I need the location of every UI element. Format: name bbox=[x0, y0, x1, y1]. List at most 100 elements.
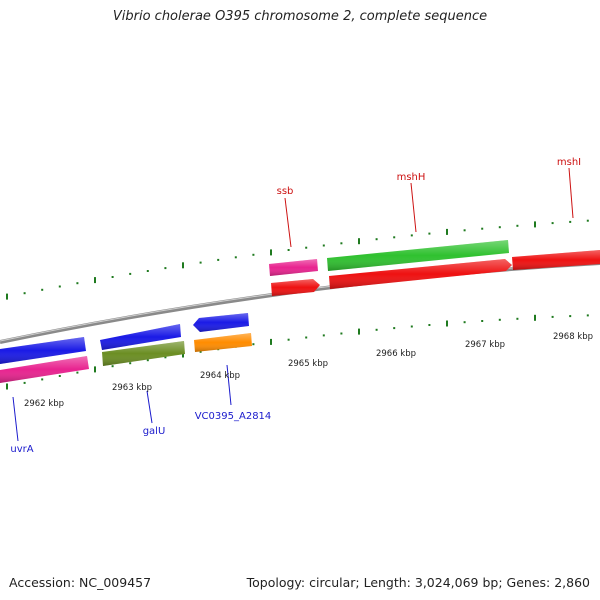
upper-strand-features bbox=[269, 240, 600, 296]
upper-scale-tick bbox=[586, 219, 589, 222]
upper-scale-tick bbox=[498, 226, 501, 229]
gene-label-mshH[interactable]: mshH bbox=[397, 172, 426, 183]
lower-scale-tick bbox=[94, 366, 96, 373]
upper-scale-tick bbox=[270, 249, 272, 256]
lower-scale-tick bbox=[270, 338, 272, 345]
lower-scale-tick bbox=[58, 375, 61, 377]
upper-scale-tick bbox=[463, 229, 466, 232]
lower-scale-tick bbox=[129, 362, 132, 365]
gene-label-galU[interactable]: galU bbox=[143, 426, 166, 437]
scale-labels: 2962 kbp 2963 kbp 2964 kbp 2965 kbp 2966… bbox=[24, 332, 593, 409]
lower-scale-tick bbox=[358, 328, 360, 335]
lower-scale-tick bbox=[111, 365, 114, 368]
lower-gene-labels: uvrA galU VC0395_A2814 bbox=[10, 364, 272, 455]
upper-scale-tick bbox=[322, 244, 325, 247]
upper-scale-tick bbox=[41, 288, 44, 291]
lower-scale-tick bbox=[393, 327, 396, 330]
upper-scale-tick bbox=[6, 293, 8, 300]
upper-scale-tick bbox=[428, 232, 431, 235]
gene-mshI-feature[interactable] bbox=[512, 250, 600, 270]
upper-tick-track bbox=[6, 219, 589, 300]
upper-scale-tick bbox=[199, 261, 202, 264]
lower-scale-tick bbox=[41, 378, 44, 381]
upper-scale-tick bbox=[358, 238, 360, 245]
upper-scale-tick bbox=[94, 277, 96, 284]
gene-VC0395_A2814-feature[interactable] bbox=[194, 333, 252, 352]
upper-scale-tick bbox=[393, 236, 396, 239]
genome-summary-text: Topology: circular; Length: 3,024,069 bp… bbox=[246, 575, 590, 590]
upper-scale-tick bbox=[569, 220, 572, 223]
lower-scale-tick bbox=[428, 324, 431, 326]
lower-scale-tick bbox=[146, 359, 149, 362]
upper-scale-tick bbox=[340, 242, 343, 245]
lower-scale-tick bbox=[551, 315, 554, 318]
lower-scale-tick bbox=[410, 325, 413, 328]
upper-scale-tick bbox=[182, 262, 184, 269]
upper-scale-tick bbox=[146, 270, 149, 272]
gene-label-mshI[interactable]: mshI bbox=[557, 157, 581, 168]
lower-scale-tick bbox=[446, 320, 448, 327]
upper-scale-tick bbox=[410, 234, 413, 237]
lower-scale-tick bbox=[481, 320, 484, 322]
lower-scale-tick bbox=[569, 315, 572, 318]
upper-scale-tick bbox=[534, 221, 536, 228]
upper-scale-tick bbox=[111, 276, 114, 278]
gene-mshH-feature[interactable] bbox=[327, 240, 509, 271]
lower-scale-tick bbox=[6, 383, 8, 390]
lower-scale-tick bbox=[199, 350, 202, 353]
scale-label-2966: 2966 kbp bbox=[376, 349, 416, 359]
gene-red-long-feature[interactable] bbox=[329, 259, 512, 289]
upper-scale-tick bbox=[516, 224, 519, 227]
chromosome-backbone bbox=[0, 261, 600, 344]
scale-label-2968: 2968 kbp bbox=[553, 332, 593, 342]
upper-scale-tick bbox=[252, 253, 255, 256]
upper-scale-tick bbox=[287, 249, 290, 251]
scale-label-2967: 2967 kbp bbox=[465, 340, 505, 350]
gene-label-VC0395_A2814[interactable]: VC0395_A2814 bbox=[195, 411, 272, 422]
lower-scale-tick bbox=[305, 336, 308, 339]
lower-scale-tick bbox=[182, 351, 184, 358]
lower-scale-tick bbox=[287, 338, 290, 341]
lower-scale-tick bbox=[498, 318, 501, 321]
upper-scale-tick bbox=[23, 292, 26, 295]
scale-label-2963: 2963 kbp bbox=[112, 383, 152, 393]
upper-gene-labels: ssb mshH mshI bbox=[277, 157, 581, 248]
lower-scale-tick bbox=[76, 371, 79, 374]
upper-scale-tick bbox=[58, 285, 61, 288]
upper-scale-tick bbox=[375, 238, 378, 241]
gene-ssb-feature[interactable] bbox=[269, 259, 318, 276]
upper-scale-tick bbox=[481, 227, 484, 230]
upper-scale-tick bbox=[305, 246, 308, 249]
upper-scale-tick bbox=[234, 256, 237, 259]
scale-label-2962: 2962 kbp bbox=[24, 399, 64, 409]
lower-scale-tick bbox=[463, 321, 466, 324]
upper-scale-tick bbox=[446, 228, 448, 235]
upper-scale-tick bbox=[217, 258, 220, 261]
gene-red-small-feature[interactable] bbox=[271, 279, 320, 296]
accession-text: Accession: NC_009457 bbox=[9, 575, 152, 590]
lower-scale-tick bbox=[164, 356, 167, 359]
gene-uvrA-feature[interactable] bbox=[0, 337, 86, 364]
gene-blue-2-feature[interactable] bbox=[100, 324, 181, 350]
lower-scale-tick bbox=[252, 343, 255, 346]
gene-label-uvrA[interactable]: uvrA bbox=[10, 444, 33, 455]
lower-scale-tick bbox=[516, 317, 519, 320]
scale-label-2964: 2964 kbp bbox=[200, 371, 240, 381]
lower-scale-tick bbox=[586, 314, 589, 317]
gene-galU-feature[interactable] bbox=[102, 341, 185, 366]
lower-scale-tick bbox=[340, 332, 343, 335]
lower-scale-tick bbox=[23, 381, 26, 384]
gene-label-ssb[interactable]: ssb bbox=[277, 186, 294, 197]
upper-scale-tick bbox=[551, 222, 554, 225]
map-title: Vibrio cholerae O395 chromosome 2, compl… bbox=[112, 9, 488, 24]
lower-strand-features bbox=[0, 313, 252, 383]
gene-pink-lower-feature[interactable] bbox=[0, 356, 89, 383]
lower-scale-tick bbox=[322, 334, 325, 337]
upper-scale-tick bbox=[76, 282, 79, 285]
gene-blue-3-feature[interactable] bbox=[193, 313, 249, 332]
lower-scale-tick bbox=[375, 328, 378, 331]
lower-scale-tick bbox=[534, 314, 536, 321]
scale-label-2965: 2965 kbp bbox=[288, 359, 328, 369]
upper-scale-tick bbox=[129, 272, 132, 275]
